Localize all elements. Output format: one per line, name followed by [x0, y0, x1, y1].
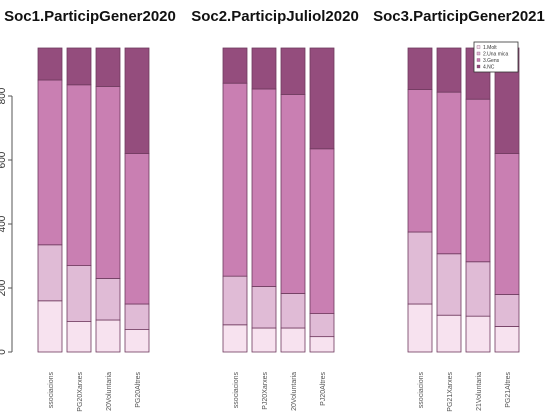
bar-segment: [436, 253, 462, 316]
bar-segment: [280, 47, 306, 95]
bar-segment: [407, 303, 433, 353]
x-category-label: PG21Xarxes: [447, 372, 454, 412]
bar-segment: [251, 285, 277, 329]
bar-segment: [95, 319, 121, 353]
x-category-label: 20Voluntaria: [291, 372, 298, 411]
y-tick-label: 200: [0, 279, 8, 296]
x-category-label: ssociacions: [48, 372, 55, 409]
bar-segment: [66, 47, 92, 86]
bar-segment: [280, 327, 306, 353]
bar-segment: [494, 293, 520, 327]
x-category-label: 21Voluntaria: [476, 372, 483, 411]
bar-segment: [436, 314, 462, 353]
legend-label: 4.NC: [483, 64, 495, 70]
bar-segment: [280, 293, 306, 329]
x-category-label: PG21Altres: [505, 372, 512, 408]
x-category-label: ssociacions: [233, 372, 240, 409]
y-tick-label: 600: [0, 151, 8, 168]
x-category-label: PJ20Xarxes: [262, 372, 269, 410]
chart-title: Soc3.ParticipGener2021: [373, 8, 545, 25]
legend-swatch: [476, 58, 481, 62]
legend-label: 1.Molt: [483, 45, 497, 51]
bar-segment: [124, 303, 150, 331]
bar-segment: [37, 79, 63, 246]
bar-segment: [37, 47, 63, 81]
legend-swatch: [476, 45, 481, 49]
bar-segment: [280, 94, 306, 294]
bar-segment: [465, 98, 491, 263]
bar-segment: [222, 275, 248, 326]
chart-panel-2: Soc2.ParticipJuliol2020 ssociacions PJ20Xa…: [191, 8, 359, 411]
bar-segment: [251, 47, 277, 90]
chart-title: Soc2.ParticipJuliol2020: [191, 8, 359, 25]
bar-segment: [407, 89, 433, 233]
bar-segment: [465, 261, 491, 317]
y-tick-label: 0: [0, 349, 8, 355]
chart-title: Soc1.ParticipGener2020: [4, 8, 176, 25]
legend-label: 2.Una mica: [483, 51, 509, 57]
bar-segment: [309, 313, 335, 338]
x-category-label: PG20Altres: [135, 372, 142, 408]
bar-segment: [124, 153, 150, 305]
legend-swatch: [476, 64, 481, 69]
bar-segment: [66, 265, 92, 323]
bar-segment: [407, 47, 433, 90]
bar-segment: [407, 231, 433, 305]
bar-segment: [436, 47, 462, 93]
x-category-label: ssociacions: [418, 372, 425, 409]
bar-segment: [222, 82, 248, 277]
legend-box: [473, 41, 519, 73]
bar-segment: [436, 91, 462, 255]
bar-segment: [66, 84, 92, 267]
bar-segment: [494, 153, 520, 295]
x-category-label: PJ20Altres: [320, 372, 327, 406]
bar-segment: [95, 277, 121, 321]
y-tick-label: 800: [0, 87, 8, 104]
bar-segment: [95, 47, 121, 87]
x-category-label: PG20Xarxes: [77, 372, 84, 412]
chart-panel-3: Soc3.ParticipGener2021 ssociacions PG21Xar…: [373, 8, 545, 412]
bar-segment: [124, 47, 150, 154]
bar-segment: [66, 321, 92, 353]
bar-segment: [465, 315, 491, 353]
bar-segment: [309, 336, 335, 353]
x-category-label: 20Voluntaria: [106, 372, 113, 411]
bar-segment: [37, 244, 63, 302]
bar-segment: [251, 88, 277, 287]
y-tick-label: 400: [0, 215, 8, 232]
bar-segment: [222, 47, 248, 84]
bar-segment: [309, 47, 335, 150]
bar-segment: [222, 324, 248, 353]
bar-segment: [37, 300, 63, 353]
bar-segment: [95, 86, 121, 279]
bar-segment: [251, 327, 277, 353]
chart-panel-1: Soc1.ParticipGener2020 0 200 400 600 800 ssoci…: [0, 8, 176, 412]
bar-segment: [124, 329, 150, 353]
legend-swatch: [476, 51, 481, 56]
bar-segment: [309, 148, 335, 315]
bar-segment: [494, 325, 520, 353]
legend-label: 3.Gens: [483, 58, 500, 64]
